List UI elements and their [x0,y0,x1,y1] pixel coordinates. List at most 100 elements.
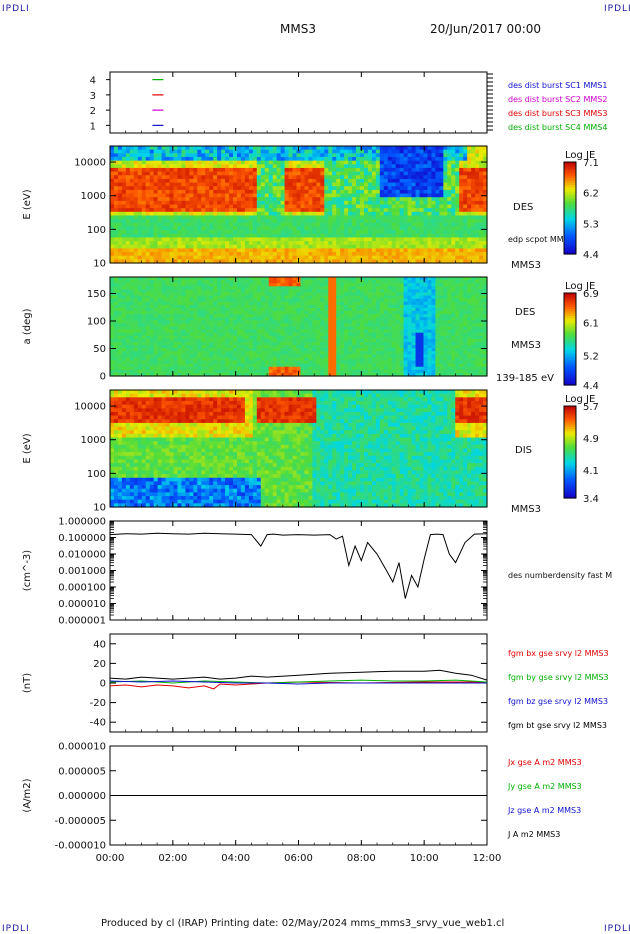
des-pitch-cell [308,354,313,359]
des-pitch-cell [280,314,286,318]
des-energy-cell [185,241,190,246]
des-pitch-cell [276,323,282,328]
des-energy-cell [471,146,476,151]
des-energy-cell [189,237,194,242]
des-energy-cell [221,237,226,242]
des-energy-cell [121,248,127,253]
des-pitch-cell [161,286,167,290]
des-pitch-cell [145,335,151,340]
des-pitch-cell [169,369,175,374]
des-energy-cell [153,237,159,242]
des-energy-cell [383,208,389,213]
des-energy-cell [205,215,210,220]
des-pitch-cell [256,366,262,371]
des-pitch-cell [268,277,274,281]
des-pitch-cell [312,369,317,374]
des-energy-cell [375,164,381,169]
des-energy-cell [308,171,313,176]
des-energy-cell [431,204,437,209]
des-pitch-cell [125,360,131,365]
des-pitch-cell [137,357,143,362]
des-energy-cell [137,160,143,165]
des-energy-cell [431,146,437,151]
des-energy-cell [288,241,294,246]
des-energy-cell [221,244,226,249]
des-energy-cell [415,193,421,198]
des-energy-cell [173,244,179,249]
des-energy-cell [391,146,397,151]
des-energy-cell [117,241,123,246]
des-pitch-cell [304,357,310,362]
des-pitch-cell [197,348,202,352]
des-energy-cell [201,226,206,231]
des-energy-cell [110,241,115,246]
des-energy-cell [133,178,139,184]
des-energy-cell [336,252,341,257]
des-pitch-cell [113,298,119,303]
des-energy-cell [443,244,448,249]
des-energy-cell [121,241,127,246]
des-energy-cell [439,178,444,184]
des-pitch-cell [312,354,317,359]
des-energy-cell [387,226,393,231]
des-energy-cell [264,204,270,209]
des-pitch-cell [252,292,258,297]
des-energy-cell [296,211,302,217]
des-energy-cell [145,208,151,213]
des-pitch-cell [173,348,179,352]
des-energy-cell [137,156,143,162]
des-energy-cell [324,175,329,180]
des-pitch-cell [129,311,135,315]
des-pitch-cell [280,345,286,349]
des-pitch-cell [316,323,321,328]
des-energy-cell [125,164,131,169]
des-energy-cell [399,146,405,151]
des-energy-cell [443,149,448,154]
des-energy-cell [435,189,440,195]
des-energy-cell [221,182,226,187]
des-pitch-cell [280,341,286,346]
des-pitch-cell [117,280,123,284]
des-pitch-cell [288,304,294,309]
des-energy-cell [300,208,306,213]
des-pitch-cell [229,329,234,334]
des-pitch-cell [236,323,242,328]
des-energy-cell [240,208,246,213]
des-energy-cell [165,153,171,158]
des-energy-cell [447,211,452,217]
des-pitch-cell [185,326,190,331]
des-energy-cell [181,204,186,209]
des-energy-cell [233,200,238,206]
des-pitch-cell [129,317,135,321]
des-pitch-cell [201,363,206,368]
des-energy-cell [316,164,321,169]
des-energy-cell [288,248,294,253]
des-energy-cell [300,200,306,206]
des-energy-cell [352,204,357,209]
des-energy-cell [399,222,405,228]
des-pitch-cell [268,369,274,374]
des-energy-cell [141,189,147,195]
des-energy-cell [193,219,198,224]
des-energy-cell [399,237,405,242]
des-energy-cell [185,204,190,209]
des-energy-cell [395,215,401,220]
des-energy-cell [399,182,405,187]
des-energy-cell [427,149,433,154]
des-energy-cell [451,252,456,257]
des-energy-cell [324,153,329,158]
des-pitch-cell [145,277,151,281]
des-energy-cell [471,156,476,162]
des-pitch-cell [110,372,115,377]
des-energy-cell [137,200,143,206]
des-energy-cell [336,233,341,239]
des-pitch-cell [201,354,206,359]
des-energy-cell [113,146,119,151]
des-pitch-cell [113,295,119,300]
des-energy-cell [264,175,270,180]
des-energy-cell [185,252,190,257]
des-energy-cell [403,182,409,187]
des-energy-cell [403,255,409,260]
des-energy-cell [451,197,456,202]
des-energy-cell [125,186,131,191]
